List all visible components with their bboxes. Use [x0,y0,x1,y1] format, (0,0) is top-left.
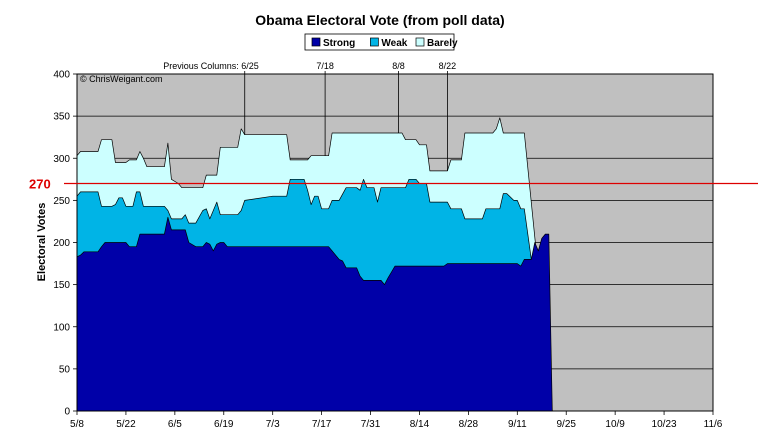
series-area-strong [76,216,553,412]
annotation-label: 8/22 [439,61,457,71]
x-tick-label: 9/25 [556,419,576,430]
x-tick-label: 6/5 [168,419,182,430]
x-tick-label: 10/9 [605,419,625,430]
plot-area: 270 Previous Columns: 6/25 7/18 8/8 8/22 0 50 1… [29,61,758,430]
x-tick-label: 8/28 [459,419,479,430]
annotation-label: 7/18 [316,61,334,71]
legend-swatch-weak [370,37,379,47]
y-tick-label: 50 [59,364,71,375]
x-tick-label: 7/3 [266,419,280,430]
x-tick-label: 5/8 [70,419,84,430]
y-tick-label: 150 [53,280,70,291]
chart-title: Obama Electoral Vote (from poll data) [255,12,504,28]
annotation-label: Previous Columns: 6/25 [163,61,259,71]
y-tick-label: 0 [64,407,70,418]
x-tick-label: 11/6 [704,419,723,430]
x-tick-label: 7/17 [312,419,332,430]
legend-swatch-barely [415,37,425,47]
reference-line-label: 270 [29,177,51,192]
y-tick-label: 250 [53,196,70,207]
x-tick-label: 5/22 [116,419,136,430]
legend-swatch-strong [311,37,321,47]
legend-label-weak: Weak [381,38,407,49]
y-tick-label: 400 [53,70,70,81]
annotation-label: 8/8 [392,61,405,71]
legend-label-strong: Strong [323,38,355,49]
y-tick-label: 200 [53,238,70,249]
x-tick-label: 8/14 [410,419,430,430]
x-tick-label: 7/31 [361,419,381,430]
x-tick-label: 9/11 [508,419,527,430]
y-tick-label: 100 [53,322,70,333]
legend: Strong Weak Barely [304,33,458,51]
y-tick-label: 350 [53,112,70,123]
y-tick-label: 300 [53,154,70,165]
legend-label-barely: Barely [427,38,458,49]
x-tick-label: 10/23 [652,419,677,430]
x-tick-label: 6/19 [214,419,234,430]
copyright-note: © ChrisWeigant.com [80,74,163,84]
y-axis-label: Electoral Votes [36,203,48,282]
